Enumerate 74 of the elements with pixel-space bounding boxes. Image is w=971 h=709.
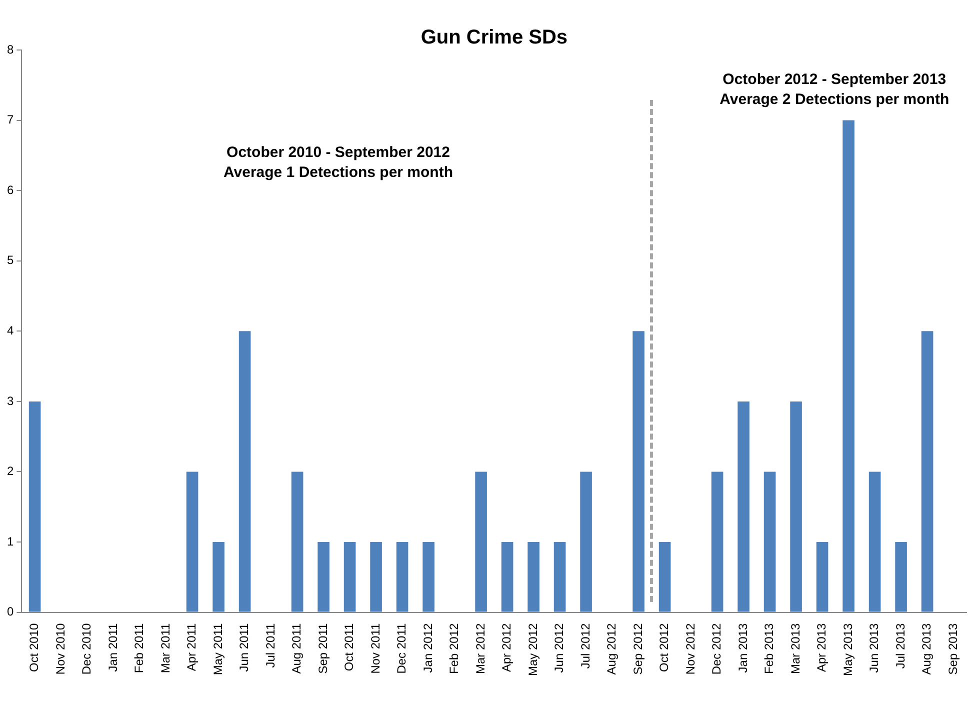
bar xyxy=(344,542,356,612)
y-tick-label: 7 xyxy=(6,112,14,127)
x-tick-label: Apr 2012 xyxy=(500,622,514,672)
x-tick-label: Sep 2013 xyxy=(946,622,960,675)
x-tick-label: Dec 2012 xyxy=(710,622,724,675)
bar xyxy=(370,542,382,612)
bar xyxy=(186,472,198,612)
annotation: October 2012 - September 2013 Average 2 Detections per month xyxy=(720,71,950,108)
x-tick-label: Feb 2013 xyxy=(762,622,776,674)
x-tick-label: Jan 2012 xyxy=(420,622,435,673)
x-tick-label: May 2013 xyxy=(840,622,855,676)
y-tick-label: 4 xyxy=(6,323,14,338)
x-tick-label: Jul 2011 xyxy=(263,622,278,668)
bar xyxy=(921,331,934,612)
bar xyxy=(28,401,41,612)
x-tick-label: Mar 2013 xyxy=(788,622,802,674)
bar xyxy=(658,542,671,612)
annotation: October 2010 - September 2012 Average 1 Detections per month xyxy=(223,144,454,182)
x-tick-label: May 2012 xyxy=(526,622,540,676)
x-tick-label: Jun 2011 xyxy=(237,622,252,672)
x-tick-label: May 2011 xyxy=(210,622,225,676)
x-tick-label: Mar 2011 xyxy=(158,622,172,674)
bar xyxy=(475,472,487,612)
bar xyxy=(738,401,750,612)
y-tick-label: 2 xyxy=(6,464,14,478)
x-tick-label: Oct 2011 xyxy=(342,622,356,672)
y-tick-label: 0 xyxy=(6,604,14,619)
bar xyxy=(580,472,592,612)
x-tick-label: Nov 2011 xyxy=(368,622,382,674)
x-tick-label: Apr 2011 xyxy=(184,622,199,672)
x-tick-label: Nov 2012 xyxy=(683,622,698,675)
y-tick-label: 6 xyxy=(6,182,14,197)
x-tick-label: Feb 2012 xyxy=(447,622,462,674)
bar xyxy=(816,542,828,612)
x-tick-label: Jul 2013 xyxy=(893,622,908,669)
chart-title: Gun Crime SDs xyxy=(420,26,568,49)
x-tick-label: Oct 2012 xyxy=(657,622,672,672)
bar xyxy=(632,331,644,612)
bar xyxy=(501,542,514,612)
bar xyxy=(711,472,724,612)
x-tick-label: Jun 2012 xyxy=(552,622,566,673)
x-tick-label: Jul 2012 xyxy=(578,622,592,669)
bar xyxy=(291,472,304,612)
y-tick-label: 8 xyxy=(6,42,14,56)
bar xyxy=(318,542,330,612)
bar xyxy=(396,542,408,612)
y-tick-label: 3 xyxy=(6,394,14,408)
bar xyxy=(528,542,540,612)
x-tick-label: Dec 2011 xyxy=(394,622,409,674)
x-tick-label: Jan 2013 xyxy=(736,622,750,673)
x-tick-label: Aug 2013 xyxy=(920,622,934,675)
x-tick-label: Jun 2013 xyxy=(867,622,882,673)
x-tick-label: Feb 2011 xyxy=(132,622,146,674)
bar xyxy=(868,472,881,612)
x-tick-label: Nov 2010 xyxy=(53,622,68,675)
x-tick-label: Mar 2012 xyxy=(473,622,488,674)
x-tick-label: Sep 2012 xyxy=(630,622,645,675)
bar xyxy=(764,472,776,612)
bar xyxy=(842,120,854,612)
bar xyxy=(895,542,907,612)
bar xyxy=(554,542,566,612)
x-tick-label: Jan 2011 xyxy=(106,622,120,672)
x-tick-label: Aug 2012 xyxy=(604,622,619,675)
x-tick-label: Aug 2011 xyxy=(290,622,304,674)
x-tick-label: Dec 2010 xyxy=(80,622,94,675)
x-tick-label: Apr 2013 xyxy=(814,622,829,672)
bar xyxy=(238,331,251,612)
bar xyxy=(212,542,224,612)
x-tick-label: Sep 2011 xyxy=(316,622,330,674)
bar xyxy=(790,401,802,612)
y-tick-label: 1 xyxy=(6,534,14,548)
x-tick-label: Oct 2010 xyxy=(27,622,42,672)
bar xyxy=(422,542,434,612)
y-tick-label: 5 xyxy=(6,253,14,268)
